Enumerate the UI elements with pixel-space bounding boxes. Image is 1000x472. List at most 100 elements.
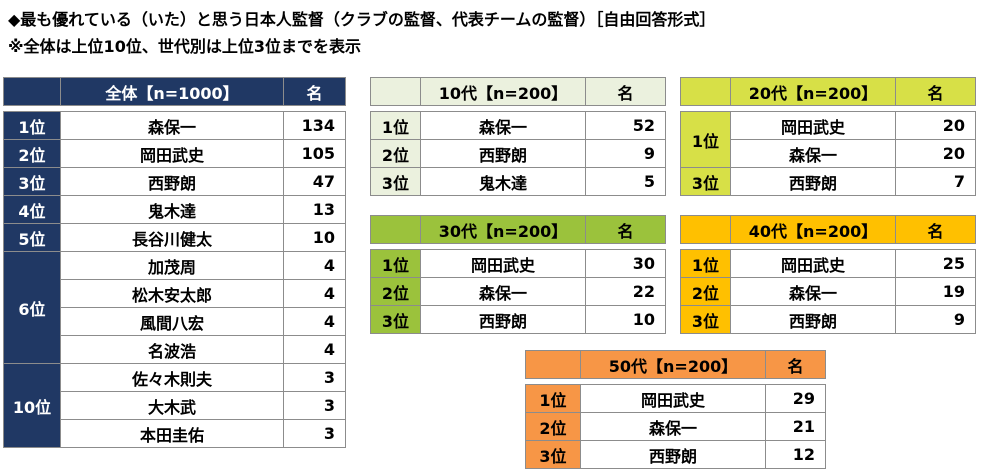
count: 3: [283, 363, 346, 392]
name: 松木安太郎: [60, 279, 284, 308]
count: 19: [895, 277, 976, 306]
rank: 3位: [680, 305, 731, 334]
count: 13: [283, 195, 346, 224]
rank: 5位: [3, 223, 61, 252]
name: 岡田武史: [730, 249, 896, 278]
name: 西野朗: [730, 305, 896, 334]
header-unit: 名: [765, 350, 826, 379]
rank: 2位: [370, 277, 421, 306]
name: 岡田武史: [580, 384, 766, 413]
count: 30: [585, 249, 666, 278]
header-row: 20代【n=200】名: [680, 77, 976, 106]
row: 1位 岡田武史 29: [525, 384, 826, 413]
count: 4: [283, 279, 346, 308]
rank: 1位: [370, 111, 421, 140]
count: 4: [283, 307, 346, 336]
ranking-table: 50代【n=200】名 1位 岡田武史 29 2位 森保一 21 3位 西野朗 12: [525, 350, 826, 469]
rank: 3位: [525, 440, 581, 469]
rank: 1位: [680, 249, 731, 278]
name: 岡田武史: [60, 139, 284, 168]
ranking-table: 30代【n=200】名 1位 岡田武史 30 2位 森保一 22 3位 西野朗 10: [370, 215, 666, 334]
count: 12: [765, 440, 826, 469]
header-label: 20代【n=200】: [730, 77, 896, 106]
rank: 2位: [370, 139, 421, 168]
header-label: 全体【n=1000】: [60, 77, 284, 106]
name: 大木武: [60, 391, 284, 420]
row: 10位 佐々木則夫 3: [3, 363, 346, 448]
ranking-table: 全体【n=1000】名 1位 森保一 134 2位 岡田武史 105 3位 西野朗 47 4位 鬼木達…: [3, 77, 346, 448]
header-cell: [3, 77, 61, 106]
name: 西野朗: [580, 440, 766, 469]
name: 鬼木達: [60, 195, 284, 224]
count: 105: [283, 139, 346, 168]
name: 長谷川健太: [60, 223, 284, 252]
header-cell: [370, 77, 421, 106]
row: 1位 岡田武史 20: [680, 111, 976, 168]
ranking-table: 20代【n=200】名 1位 岡田武史 20 森保一 20 3位 西野朗 7: [680, 77, 976, 196]
row: 1位 岡田武史 30: [370, 249, 666, 278]
rank: 2位: [3, 139, 61, 168]
name: 森保一: [420, 277, 586, 306]
header-label: 30代【n=200】: [420, 215, 586, 244]
name: 本田圭佑: [60, 419, 284, 448]
header-label: 50代【n=200】: [580, 350, 766, 379]
name: 森保一: [730, 139, 896, 168]
count: 22: [585, 277, 666, 306]
header-unit: 名: [895, 77, 976, 106]
rank: 3位: [370, 167, 421, 196]
header-row: 全体【n=1000】名: [3, 77, 346, 106]
header-unit: 名: [895, 215, 976, 244]
rank: 4位: [3, 195, 61, 224]
rank: 3位: [680, 167, 731, 196]
row: 3位 鬼木達 5: [370, 167, 666, 196]
count: 20: [895, 111, 976, 140]
header-cell: [525, 350, 581, 379]
row: 3位 西野朗 9: [680, 305, 976, 334]
name: 森保一: [730, 277, 896, 306]
row: 2位 森保一 19: [680, 277, 976, 306]
name: 岡田武史: [420, 249, 586, 278]
row: 3位 西野朗 47: [3, 167, 346, 196]
rank: 1位: [680, 111, 731, 168]
row: 1位 岡田武史 25: [680, 249, 976, 278]
rank: 3位: [370, 305, 421, 334]
count: 25: [895, 249, 976, 278]
rank: 6位: [3, 251, 61, 364]
row: 1位 森保一 52: [370, 111, 666, 140]
rank: 10位: [3, 363, 61, 448]
row: 1位 森保一 134: [3, 111, 346, 140]
count: 21: [765, 412, 826, 441]
row: 2位 森保一 21: [525, 412, 826, 441]
rank: 1位: [525, 384, 581, 413]
name: 名波浩: [60, 335, 284, 364]
name: 森保一: [580, 412, 766, 441]
count: 134: [283, 111, 346, 140]
name: 森保一: [60, 111, 284, 140]
count: 47: [283, 167, 346, 196]
ranking-table: 40代【n=200】名 1位 岡田武史 25 2位 森保一 19 3位 西野朗 9: [680, 215, 976, 334]
name: 鬼木達: [420, 167, 586, 196]
row: 4位 鬼木達 13: [3, 195, 346, 224]
row: 2位 岡田武史 105: [3, 139, 346, 168]
name: 西野朗: [730, 167, 896, 196]
row: 2位 森保一 22: [370, 277, 666, 306]
header-unit: 名: [283, 77, 346, 106]
row: 3位 西野朗 7: [680, 167, 976, 196]
count: 7: [895, 167, 976, 196]
name: 西野朗: [60, 167, 284, 196]
header-cell: [680, 77, 731, 106]
count: 4: [283, 251, 346, 280]
row: 森保一 20: [681, 139, 976, 168]
count: 10: [585, 305, 666, 334]
row: 6位 加茂周 4: [3, 251, 346, 364]
header-cell: [370, 215, 421, 244]
name: 西野朗: [420, 139, 586, 168]
rank: 2位: [680, 277, 731, 306]
header-row: 50代【n=200】名: [525, 350, 826, 379]
count: 5: [585, 167, 666, 196]
count: 9: [895, 305, 976, 334]
count: 3: [283, 391, 346, 420]
count: 9: [585, 139, 666, 168]
header-row: 10代【n=200】名: [370, 77, 666, 106]
row: 松木安太郎 4: [4, 279, 346, 308]
